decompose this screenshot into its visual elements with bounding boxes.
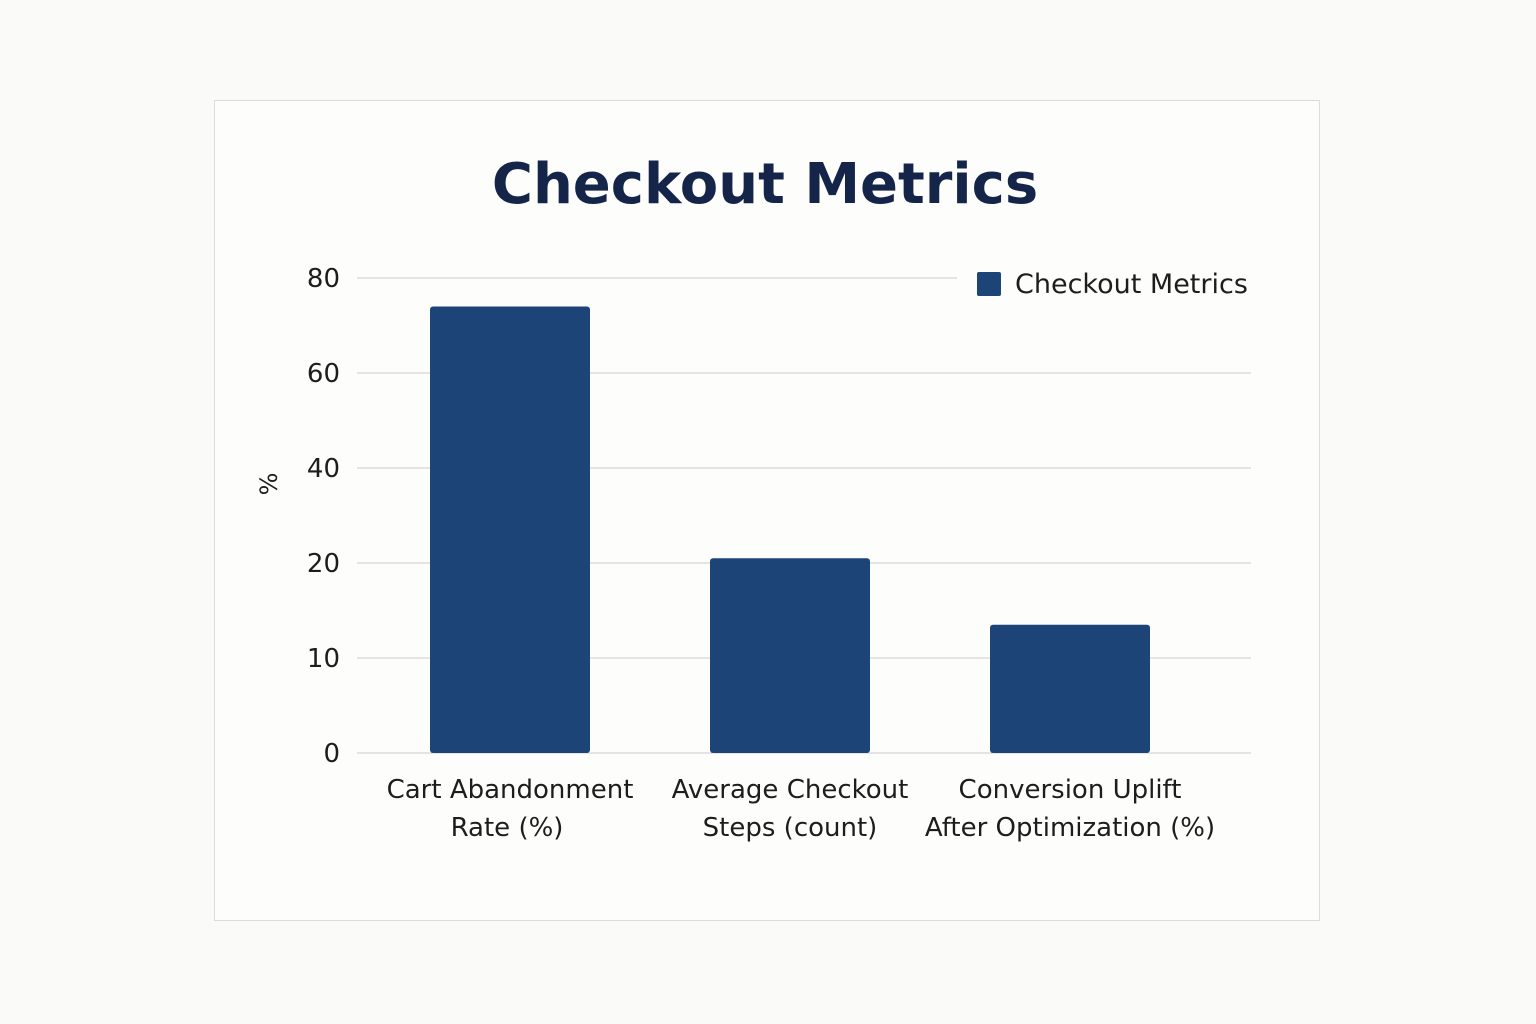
y-tick-label: 60 (307, 359, 340, 389)
y-axis-ticks: 0 10 20 40 60 80 (307, 264, 340, 769)
y-tick-label: 40 (307, 454, 340, 484)
bar (990, 624, 1150, 753)
x-category-label-line: Average Checkout (672, 775, 909, 805)
y-tick-label: 0 (323, 739, 340, 769)
x-category-label-line: Conversion Uplift (959, 775, 1182, 805)
bar-chart: Checkout Metrics % 0 10 20 40 60 80 Cart Aban… (255, 152, 1277, 843)
x-category-label: Cart Abandonment Rate (%) (387, 775, 634, 843)
y-axis-label: % (255, 473, 283, 496)
y-tick-label: 80 (307, 264, 340, 294)
bar (710, 558, 870, 753)
y-tick-label: 20 (307, 549, 340, 579)
x-category-label: Average Checkout Steps (count) (672, 775, 909, 843)
legend-swatch (977, 272, 1001, 296)
bars (430, 306, 1150, 753)
chart-card: Checkout Metrics % 0 10 20 40 60 80 Cart Aban… (214, 100, 1320, 921)
x-category-label-line: After Optimization (%) (925, 813, 1215, 843)
x-category-label-line: Steps (count) (703, 813, 878, 843)
legend-background (957, 261, 1277, 307)
x-category-label-line: Cart Abandonment (387, 775, 634, 805)
x-category-label-line: Rate (%) (451, 813, 564, 843)
x-axis-labels: Cart Abandonment Rate (%) Average Checkout… (387, 775, 1216, 843)
y-tick-label: 10 (307, 644, 340, 674)
chart-title: Checkout Metrics (492, 152, 1038, 217)
legend-label: Checkout Metrics (1015, 269, 1248, 300)
x-category-label: Conversion Uplift After Optimization (%) (925, 775, 1215, 843)
bar (430, 306, 590, 753)
legend: Checkout Metrics (957, 261, 1277, 307)
